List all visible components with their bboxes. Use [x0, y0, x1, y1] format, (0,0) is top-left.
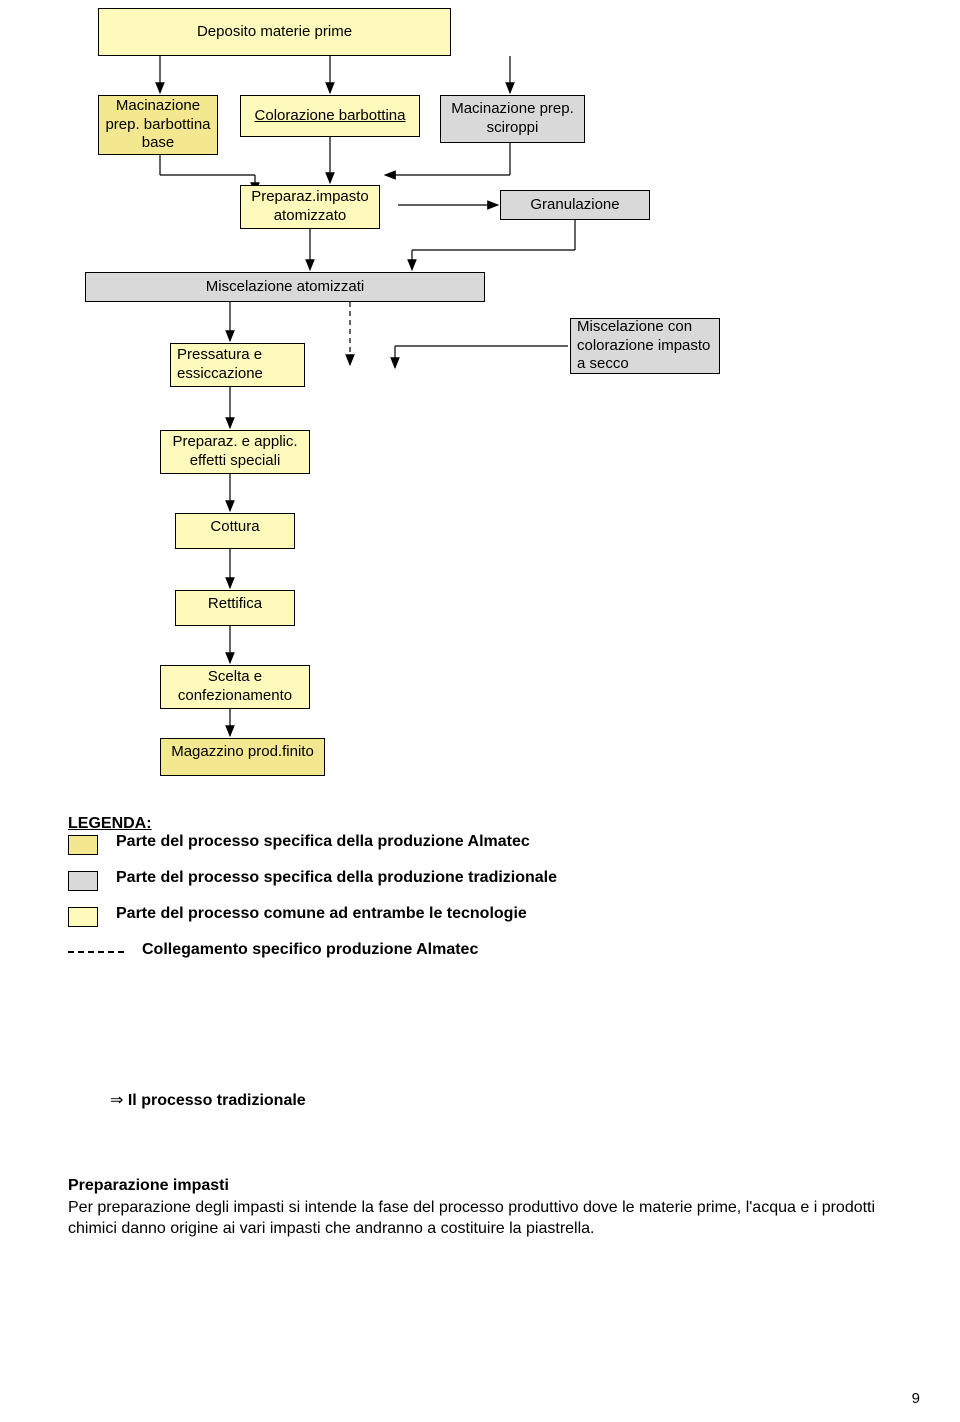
legend-row: Parte del processo specifica della produ… [68, 869, 888, 891]
dash-swatch [68, 951, 124, 953]
node-magazzino: Magazzino prod.finito [160, 738, 325, 776]
section-title-text: Il processo tradizionale [128, 1092, 306, 1109]
legend-row: Parte del processo comune ad entrambe le… [68, 905, 888, 927]
legend-title: LEGENDA: [68, 815, 888, 833]
legend-text: Parte del processo specifica della produ… [116, 833, 530, 851]
node-rettifica: Rettifica [175, 590, 295, 626]
legend-row: Parte del processo specifica della produ… [68, 833, 888, 855]
page-number: 9 [912, 1390, 920, 1407]
color-swatch [68, 835, 98, 855]
paragraph-text: Per preparazione degli impasti si intend… [68, 1197, 928, 1240]
node-prep_applic: Preparaz. e applic. effetti speciali [160, 430, 310, 474]
node-misc_atom: Miscelazione atomizzati [85, 272, 485, 302]
node-granulazione: Granulazione [500, 190, 650, 220]
node-deposito: Deposito materie prime [98, 8, 451, 56]
section-heading: ⇒ Il processo tradizionale [110, 1090, 306, 1112]
paragraph-title: Preparazione impasti [68, 1177, 229, 1194]
node-misc_color: Miscelazione con colorazione impasto a s… [570, 318, 720, 374]
arrow-icon: ⇒ [110, 1092, 123, 1109]
legend-row: Collegamento specifico produzione Almate… [68, 941, 888, 959]
node-color_barb: Colorazione barbottina [240, 95, 420, 137]
node-mac_scir: Macinazione prep. sciroppi [440, 95, 585, 143]
node-prep_atom: Preparaz.impasto atomizzato [240, 185, 380, 229]
legend-text: Parte del processo comune ad entrambe le… [116, 905, 527, 923]
node-pressatura: Pressatura e essiccazione [170, 343, 305, 387]
legend: LEGENDA: Parte del processo specifica de… [68, 815, 888, 973]
legend-text: Collegamento specifico produzione Almate… [142, 941, 478, 959]
color-swatch [68, 907, 98, 927]
color-swatch [68, 871, 98, 891]
legend-text: Parte del processo specifica della produ… [116, 869, 557, 887]
paragraph: Preparazione impasti Per preparazione de… [68, 1175, 928, 1240]
node-mac_barb: Macinazione prep. barbottina base [98, 95, 218, 155]
node-cottura: Cottura [175, 513, 295, 549]
node-scelta: Scelta e confezionamento [160, 665, 310, 709]
